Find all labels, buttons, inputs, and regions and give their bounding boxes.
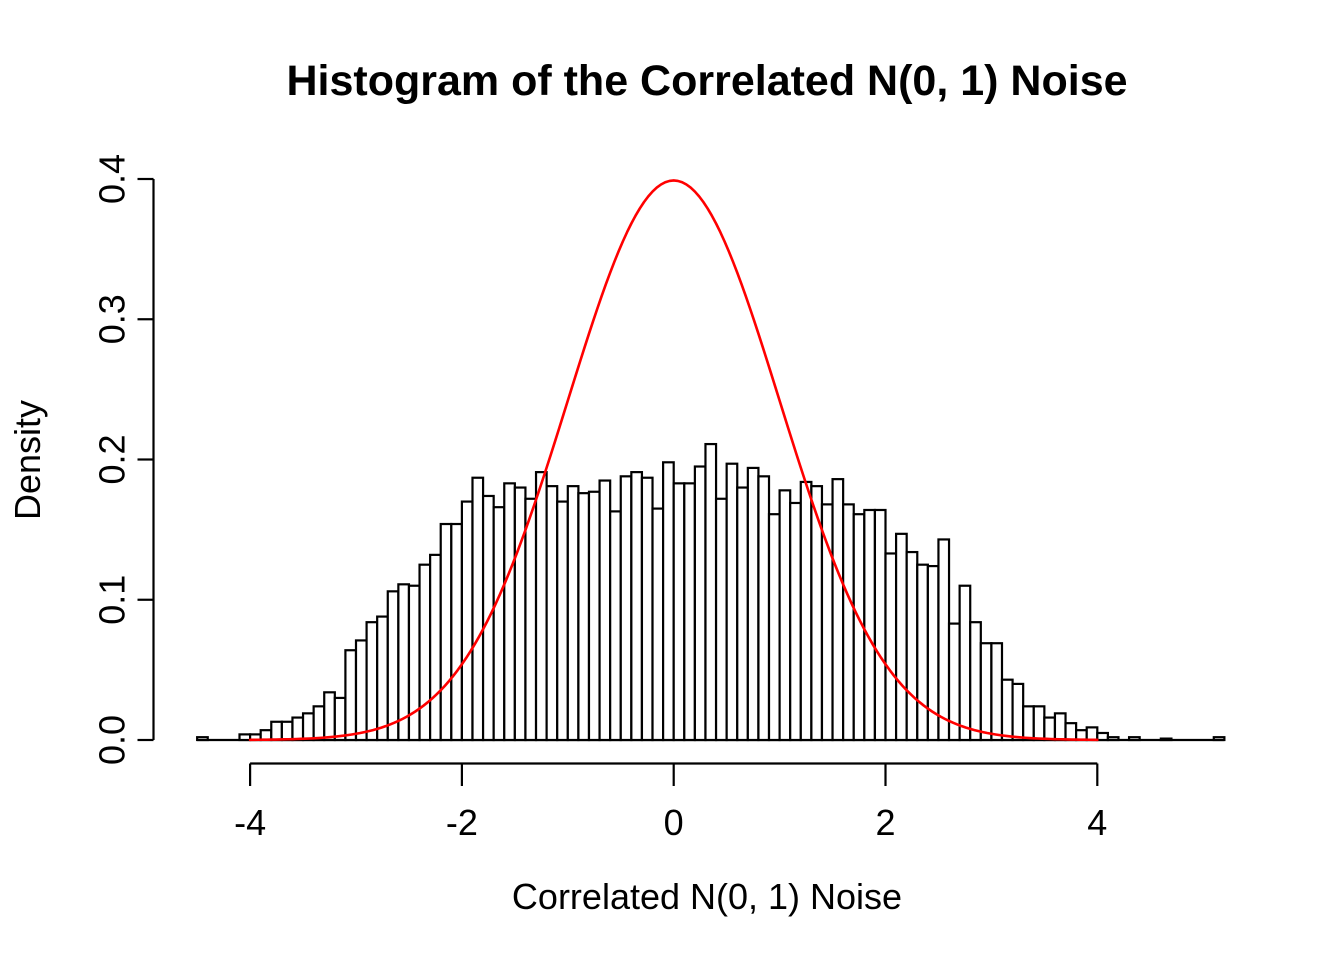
- histogram-bar: [492, 506, 506, 742]
- histogram-bar: [566, 485, 580, 742]
- histogram-bar: [503, 482, 516, 742]
- histogram-bar: [323, 691, 336, 742]
- histogram-bar: [312, 705, 326, 742]
- histogram-bar: [937, 538, 951, 742]
- histogram-bar: [990, 642, 1004, 742]
- histogram-bar: [958, 584, 972, 742]
- histogram-bar: [693, 465, 707, 742]
- histogram-bar: [524, 497, 538, 742]
- histogram-bar: [418, 563, 432, 742]
- histogram-bar: [672, 482, 686, 742]
- histogram-bar: [778, 489, 792, 742]
- histogram-bar: [1159, 737, 1173, 742]
- histogram-bar: [545, 485, 559, 742]
- histogram-bar: [460, 500, 474, 742]
- histogram-bar: [683, 482, 696, 742]
- histogram-bar: [789, 501, 802, 742]
- histogram-bar: [587, 490, 601, 742]
- histogram-bar: [598, 479, 612, 742]
- x-tick-label: 4: [1087, 802, 1107, 843]
- histogram-bar: [916, 563, 929, 742]
- histogram-bar: [1043, 716, 1057, 742]
- histogram-bar: [534, 471, 548, 742]
- histogram-bar: [831, 478, 845, 742]
- y-axis-label: Density: [7, 399, 48, 521]
- histogram-bar: [333, 696, 347, 742]
- histogram-bar: [344, 649, 358, 742]
- histogram-bar: [365, 621, 379, 742]
- y-tick-label: 0.1: [92, 575, 133, 625]
- histogram-bar: [736, 486, 749, 742]
- histogram-bar: [704, 442, 718, 742]
- x-tick-label: 2: [875, 802, 895, 843]
- y-tick-label: 0.3: [92, 294, 133, 344]
- x-tick-label: 0: [664, 802, 684, 843]
- histogram-bar: [354, 639, 368, 742]
- histogram-bar: [746, 466, 760, 742]
- histogram-bar: [979, 642, 993, 742]
- y-tick-label: 0.0: [92, 715, 133, 765]
- histogram-bar: [386, 590, 400, 742]
- histogram-bar: [969, 621, 982, 742]
- histogram-bar: [1053, 712, 1067, 742]
- x-tick-label: -2: [446, 802, 478, 843]
- histogram-bar: [1064, 722, 1078, 742]
- histogram-bar: [651, 507, 665, 742]
- histogram-bar: [1022, 705, 1035, 742]
- histogram-bar: [429, 553, 442, 742]
- histogram-bar: [799, 480, 813, 742]
- y-tick-label: 0.2: [92, 434, 133, 484]
- histogram-bar: [513, 486, 527, 742]
- y-tick-label: 0.4: [92, 154, 133, 204]
- histogram-bar: [450, 522, 463, 742]
- histogram-bar: [291, 716, 305, 742]
- histogram-bar: [725, 462, 739, 742]
- histogram-bar: [714, 497, 728, 742]
- histogram-bar: [767, 513, 781, 742]
- histogram-bar: [439, 522, 453, 742]
- histogram-bar: [471, 476, 485, 742]
- histogram-bar: [1000, 678, 1014, 742]
- x-tick-label: -4: [234, 802, 266, 843]
- histogram-bar: [1032, 705, 1046, 742]
- histogram-bar: [376, 615, 389, 742]
- histogram-bar: [609, 510, 622, 742]
- histogram-bar: [842, 503, 855, 742]
- histogram-bar: [1011, 682, 1025, 742]
- chart-title: Histogram of the Correlated N(0, 1) Nois…: [286, 57, 1128, 105]
- histogram-bar: [863, 508, 877, 742]
- histogram-bar: [1106, 736, 1120, 742]
- histogram-bar: [1212, 736, 1226, 742]
- histogram-bar: [757, 475, 771, 742]
- histogram-bar: [238, 733, 252, 742]
- histogram-bar: [301, 712, 315, 742]
- histogram-bar: [662, 461, 675, 742]
- histogram-bar: [407, 584, 421, 742]
- histogram-bar: [640, 476, 654, 742]
- histogram-bar: [1085, 726, 1099, 742]
- histogram-bar: [1096, 731, 1109, 742]
- histogram-bar: [894, 532, 908, 742]
- histogram-bar: [884, 552, 898, 742]
- histogram-bar: [196, 736, 209, 742]
- histogram-bar: [905, 550, 919, 742]
- histogram-bar: [873, 508, 887, 742]
- density-curve: [248, 179, 1099, 742]
- histogram-bar: [1127, 736, 1141, 742]
- histogram-bar: [556, 500, 569, 742]
- histogram-bar: [619, 475, 633, 742]
- histogram-bar: [577, 492, 591, 742]
- histogram-bar: [280, 720, 294, 742]
- x-axis-label: Correlated N(0, 1) Noise: [511, 876, 903, 917]
- histogram-bar: [820, 503, 834, 742]
- histogram-bar: [630, 471, 644, 742]
- histogram-bar: [270, 720, 283, 742]
